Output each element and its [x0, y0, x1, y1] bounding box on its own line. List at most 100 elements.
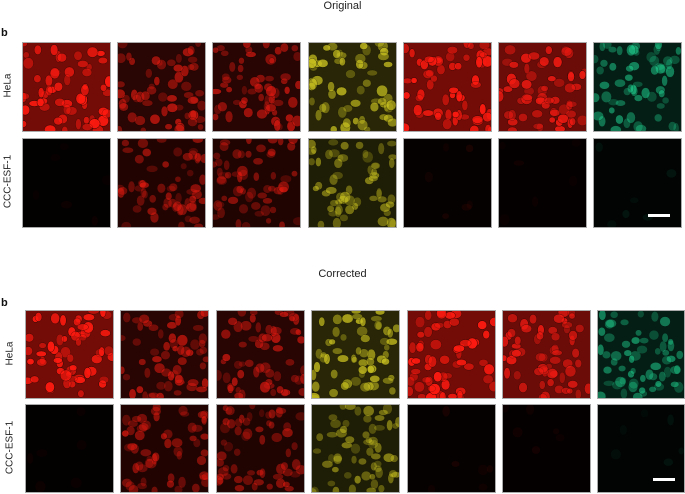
- cell: [81, 123, 93, 131]
- cell: [604, 319, 615, 329]
- cell: [536, 331, 544, 341]
- cell: [276, 385, 284, 394]
- cell: [217, 101, 228, 112]
- cell: [236, 171, 243, 183]
- cell: [201, 472, 208, 481]
- cell: [602, 43, 613, 50]
- cell: [598, 115, 606, 128]
- cell: [536, 122, 544, 131]
- cell: [200, 433, 208, 441]
- cell: [366, 69, 378, 77]
- cell: [295, 464, 304, 475]
- cell: [339, 333, 348, 342]
- cell: [629, 197, 639, 204]
- cell: [278, 185, 289, 193]
- cell: [654, 380, 662, 388]
- micrograph-panel: [216, 404, 305, 493]
- cell: [268, 421, 275, 430]
- cell: [550, 332, 561, 342]
- cell: [143, 367, 151, 379]
- cell: [648, 329, 660, 341]
- cell: [599, 81, 610, 90]
- cell: [377, 216, 390, 227]
- cell: [339, 425, 348, 434]
- cell: [342, 117, 352, 129]
- cell: [166, 58, 177, 67]
- cell: [220, 439, 228, 447]
- cell: [364, 176, 374, 185]
- cell: [362, 438, 375, 446]
- cell: [661, 332, 669, 343]
- cell: [219, 139, 231, 146]
- cell: [428, 485, 436, 492]
- cell: [599, 59, 609, 68]
- cell: [288, 312, 300, 322]
- cell: [213, 88, 222, 95]
- cell: [198, 332, 208, 345]
- cell: [411, 357, 421, 365]
- cell: [385, 338, 398, 346]
- cell: [507, 118, 519, 127]
- cell: [574, 358, 582, 369]
- cell: [383, 61, 393, 68]
- cell: [213, 199, 223, 212]
- cell: [518, 382, 528, 393]
- cell: [187, 63, 196, 71]
- cell: [275, 463, 287, 475]
- cell: [455, 90, 463, 103]
- cell: [234, 484, 245, 492]
- cell: [546, 378, 555, 387]
- cell: [392, 323, 399, 333]
- cell: [508, 78, 521, 89]
- cell: [328, 338, 336, 346]
- cell: [61, 335, 68, 343]
- cell: [238, 203, 249, 214]
- cell: [441, 212, 450, 220]
- cell: [362, 79, 372, 88]
- micrograph-panel: [407, 310, 496, 399]
- cell: [352, 196, 362, 207]
- cell: [278, 221, 286, 227]
- cell: [272, 344, 284, 353]
- cell: [265, 103, 277, 113]
- cell: [416, 331, 425, 339]
- cell: [267, 185, 277, 193]
- cell: [568, 312, 576, 320]
- cell: [611, 380, 623, 390]
- cell: [486, 464, 494, 473]
- cell: [198, 174, 205, 186]
- cell: [558, 103, 571, 116]
- cell: [330, 125, 338, 131]
- cell: [98, 346, 105, 357]
- cell: [453, 344, 465, 353]
- cell: [368, 195, 379, 202]
- cell: [598, 343, 605, 356]
- cell: [270, 326, 283, 336]
- cell: [262, 184, 272, 194]
- cell: [324, 149, 334, 160]
- cell: [543, 96, 555, 105]
- cell: [234, 417, 243, 428]
- cell: [312, 486, 320, 492]
- cell: [62, 104, 72, 115]
- cell: [467, 43, 475, 50]
- cell: [244, 150, 253, 159]
- cell: [188, 200, 198, 212]
- cell: [668, 121, 677, 131]
- cell: [261, 333, 273, 342]
- cell: [358, 457, 367, 466]
- cell: [237, 311, 247, 318]
- cell: [221, 472, 232, 481]
- cell: [535, 352, 547, 362]
- cell: [525, 405, 535, 416]
- micrograph-panel: [212, 42, 301, 132]
- cell: [336, 86, 347, 96]
- cell: [213, 113, 219, 121]
- cell: [144, 458, 155, 469]
- cell: [348, 484, 357, 492]
- cell: [221, 76, 232, 85]
- cell: [217, 476, 225, 485]
- cell: [36, 449, 47, 457]
- cell: [665, 65, 675, 78]
- cell: [596, 66, 605, 75]
